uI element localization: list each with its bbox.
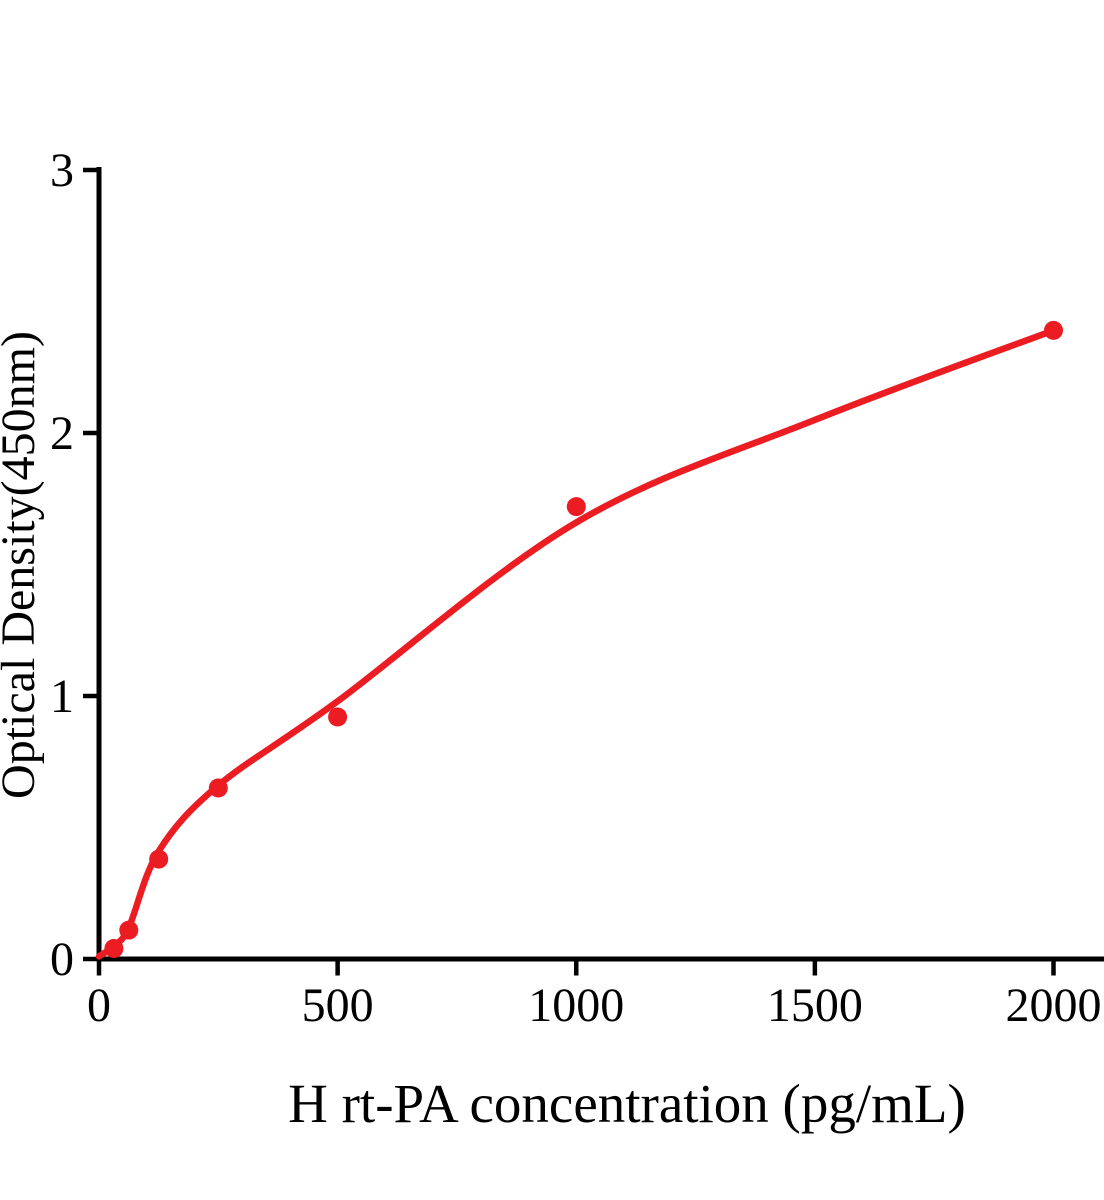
x-tick-label: 0 (87, 979, 111, 1032)
x-tick-label: 1500 (767, 979, 863, 1032)
y-tick-label: 1 (50, 670, 74, 723)
fit-curve (95, 327, 1057, 960)
data-point (328, 707, 348, 727)
x-tick-label: 1000 (528, 979, 624, 1032)
x-tick-label: 2000 (1006, 979, 1102, 1032)
y-axis-label: Optical Density(450nm) (0, 331, 45, 799)
y-tick-label: 3 (50, 144, 74, 197)
x-tick-label: 500 (302, 979, 374, 1032)
series (95, 320, 1063, 960)
x-axis-label: H rt-PA concentration (pg/mL) (288, 1073, 966, 1134)
tick-labels: 0 1 2 3 0 500 1000 1500 2000 (50, 144, 1102, 1032)
y-tick-label: 2 (50, 407, 74, 460)
axes (96, 167, 1104, 962)
y-tick-label: 0 (50, 933, 74, 986)
ticks (83, 167, 1056, 976)
data-point (566, 497, 586, 517)
